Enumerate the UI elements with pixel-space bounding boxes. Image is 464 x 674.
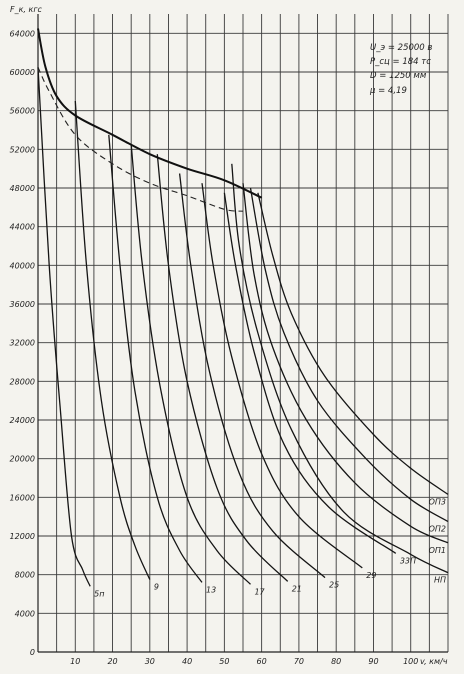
series-label: 13 <box>206 585 216 594</box>
series-label: 5п <box>94 589 104 598</box>
tick-labels: 4000 8000 12000 16000 20000 24000 28000 32000 36… <box>10 29 419 666</box>
series-label: ОП3 <box>429 497 446 506</box>
series-line-9 <box>242 183 449 544</box>
x-tick-label: 50 <box>219 657 229 666</box>
x-tick-label: 70 <box>294 657 304 666</box>
y-tick-label: 20000 <box>10 455 35 464</box>
series-label: ОП1 <box>429 546 446 555</box>
y-axis-label: F_к, кгс <box>10 5 43 14</box>
series-line-7 <box>223 192 397 554</box>
series-label: НП <box>434 576 446 585</box>
x-tick-label: 80 <box>331 657 341 666</box>
series-label: 9 <box>154 583 159 592</box>
param-voltage: U_э = 25000 в <box>370 43 432 53</box>
grid <box>38 14 449 652</box>
series-line-10 <box>249 187 449 523</box>
y-tick-label: 24000 <box>10 416 35 425</box>
series-label: 17 <box>254 587 265 596</box>
curve-labels: 5п 9 13 17 21 25 29 33П НП ОП1 ОП2 ОП3 <box>94 497 446 598</box>
y-tick-label: 32000 <box>10 339 35 348</box>
x-tick-label: 20 <box>107 657 117 666</box>
series-line-6 <box>201 183 363 569</box>
series-line-11 <box>257 192 449 495</box>
y-tick-label: 48000 <box>10 184 35 193</box>
series-line-2 <box>108 134 203 583</box>
param-gear-ratio: μ = 4,19 <box>369 86 407 96</box>
curves <box>37 28 449 587</box>
limit-curve-dashed <box>37 66 244 212</box>
x-tick-label: 60 <box>257 657 267 666</box>
param-wheel-diameter: D = 1250 мм <box>370 71 427 81</box>
series-line-1 <box>74 100 151 580</box>
x-tick-label: 90 <box>368 657 378 666</box>
y-tick-label: 44000 <box>10 223 35 232</box>
series-label: 21 <box>292 584 302 593</box>
series-line-0 <box>37 67 91 587</box>
y-tick-label: 12000 <box>10 532 35 541</box>
param-adhesion-weight: P_сц = 184 тс <box>370 57 431 67</box>
y-tick-label: 40000 <box>10 261 35 270</box>
y-tick-label: 0 <box>30 648 35 657</box>
series-label: ОП2 <box>429 525 446 534</box>
y-tick-label: 64000 <box>10 29 35 38</box>
x-tick-label: 100 <box>403 657 418 666</box>
axes <box>37 14 448 653</box>
series-line-4 <box>156 154 289 582</box>
x-tick-label: 10 <box>70 657 80 666</box>
y-tick-label: 28000 <box>10 377 35 386</box>
y-tick-label: 60000 <box>10 68 35 77</box>
series-label: 29 <box>366 571 376 580</box>
limit-curve <box>37 28 263 199</box>
y-tick-label: 56000 <box>10 107 35 116</box>
y-tick-label: 36000 <box>10 300 35 309</box>
series-line-8 <box>231 163 449 574</box>
series-label: 25 <box>329 581 339 590</box>
x-tick-label: 40 <box>182 657 192 666</box>
y-tick-label: 4000 <box>15 609 35 618</box>
y-tick-label: 8000 <box>15 571 35 580</box>
x-tick-label: 30 <box>145 657 155 666</box>
series-line-3 <box>130 144 251 585</box>
y-tick-label: 16000 <box>10 493 35 502</box>
series-line-5 <box>178 173 326 579</box>
series-label: 33П <box>400 556 416 565</box>
y-tick-label: 52000 <box>10 145 35 154</box>
x-axis-label: v, км/ч <box>420 657 448 666</box>
parameters-block: U_э = 25000 в P_сц = 184 тс D = 1250 мм … <box>369 43 432 96</box>
